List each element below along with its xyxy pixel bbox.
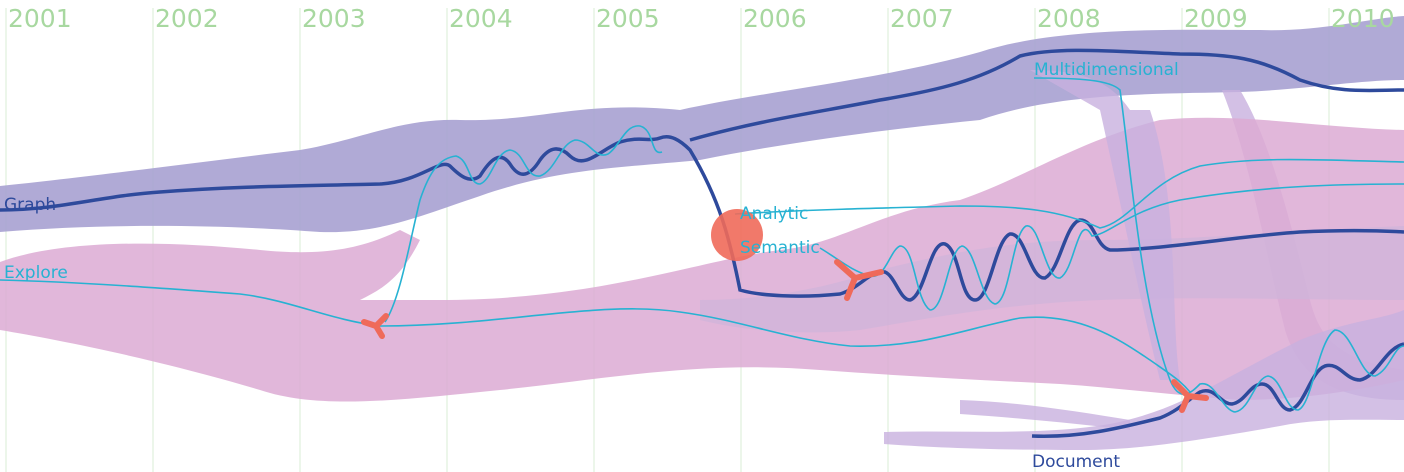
- year-label: 2006: [743, 4, 807, 33]
- line-multidimensional: [1033, 77, 1404, 413]
- label-multidimensional: Multidimensional: [1034, 60, 1179, 80]
- label-analytic: Analytic: [740, 204, 808, 224]
- year-label: 2009: [1184, 4, 1248, 33]
- line-semantic: [819, 183, 1404, 311]
- band-document-lower: [960, 400, 1130, 430]
- year-label: 2001: [8, 4, 72, 33]
- label-semantic: Semantic: [740, 238, 820, 258]
- year-label: 2010: [1331, 4, 1395, 33]
- event-dot: [711, 209, 763, 261]
- line-document: [1031, 342, 1404, 439]
- topic-labels: Graph Explore Analytic Semantic Multidim…: [4, 60, 1179, 472]
- band-explore: [0, 117, 1404, 402]
- year-label: 2005: [596, 4, 660, 33]
- label-explore: Explore: [4, 263, 68, 283]
- band-document: [884, 310, 1404, 450]
- split-marker: [361, 313, 389, 339]
- label-graph: Graph: [4, 195, 56, 215]
- line-analytic: [734, 158, 1404, 229]
- line-graph-top: [689, 48, 1404, 142]
- year-label: 2008: [1037, 4, 1101, 33]
- band-semantic: [700, 226, 1404, 333]
- split-marker: [1171, 379, 1209, 413]
- event-markers: [361, 209, 1209, 413]
- year-label: 2002: [155, 4, 219, 33]
- band-graph: [0, 16, 1404, 233]
- line-explore-branch: [384, 125, 663, 323]
- year-labels: 2001 2002 2003 2004 2005 2006 2007 2008 2009 2010: [8, 4, 1395, 33]
- topic-lines: [0, 48, 1404, 439]
- band-multidimensional: [1030, 70, 1180, 380]
- year-label: 2007: [890, 4, 954, 33]
- split-marker: [834, 259, 884, 301]
- line-graph: [0, 135, 1404, 302]
- year-label: 2004: [449, 4, 513, 33]
- line-explore: [0, 279, 1191, 393]
- year-label: 2003: [302, 4, 366, 33]
- label-document: Document: [1032, 452, 1120, 472]
- bands: [0, 16, 1404, 450]
